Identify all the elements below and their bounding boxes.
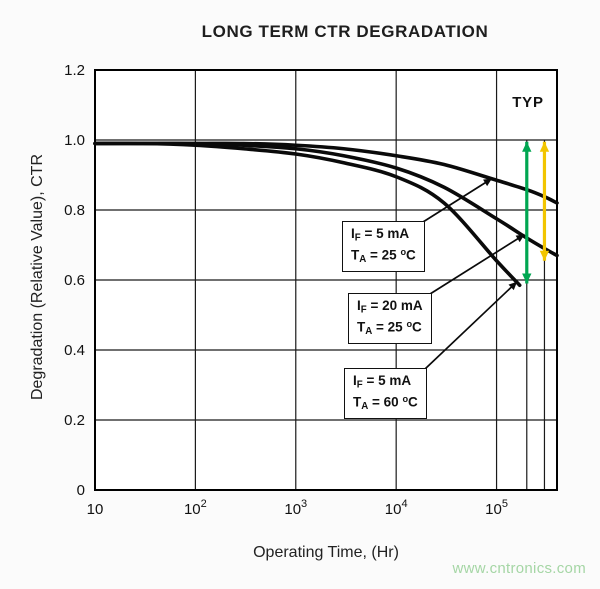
y-tick-label: 1.0 <box>64 132 85 149</box>
annotation-line-ta: TA = 60 oC <box>353 394 418 413</box>
y-tick-label: 1.2 <box>64 62 85 79</box>
plot-border <box>94 69 558 491</box>
annotation-line-ta: TA = 25 oC <box>357 319 422 338</box>
annotation-box-if-20ma-ta-25c: IF = 20 mA TA = 25 oC <box>348 293 432 344</box>
annotation-arrow-0-head <box>483 178 492 187</box>
annotation-box-if-5ma-ta-60c: IF = 5 mA TA = 60 oC <box>344 368 427 419</box>
y-tick-label: 0.6 <box>64 272 85 289</box>
typ-label: TYP <box>512 94 544 111</box>
annotation-arrow-1-head <box>515 234 525 243</box>
annotation-arrow-0 <box>422 177 493 223</box>
annotation-line-if: IF = 5 mA <box>353 373 412 391</box>
annotation-line-ta: TA = 25 oC <box>351 247 416 266</box>
range-arrow-0-head <box>522 273 532 284</box>
x-axis-label: Operating Time, (Hr) <box>253 544 399 561</box>
range-arrow-0-head <box>522 141 532 152</box>
annotation-box-if-5ma-ta-25c: IF = 5 mA TA = 25 oC <box>342 221 425 272</box>
watermark-text: www.cntronics.com <box>452 560 586 577</box>
chart-title: LONG TERM CTR DEGRADATION <box>201 22 489 41</box>
y-tick-label: 0 <box>77 482 85 499</box>
annotation-arrow-1 <box>429 233 525 295</box>
x-tick-label: 103 <box>284 498 307 518</box>
y-tick-label: 0.2 <box>64 412 85 429</box>
y-axis-label: Degradation (Relative Value), CTR <box>29 153 46 401</box>
x-tick-label: 104 <box>385 498 408 518</box>
range-arrow-1-head <box>539 250 550 261</box>
x-tick-label: 10 <box>87 501 104 518</box>
x-tick-label: 102 <box>184 498 207 518</box>
annotation-line-if: IF = 5 mA <box>351 226 410 244</box>
series-curve-2 <box>93 141 522 288</box>
range-arrow-1-head <box>539 141 550 152</box>
y-tick-label: 0.4 <box>64 342 85 359</box>
annotation-line-if: IF = 20 mA <box>357 298 423 316</box>
annotation-arrow-2-head <box>508 281 518 291</box>
x-tick-label: 105 <box>485 498 508 518</box>
y-tick-label: 0.8 <box>64 202 85 219</box>
annotation-arrow-2 <box>424 281 518 370</box>
